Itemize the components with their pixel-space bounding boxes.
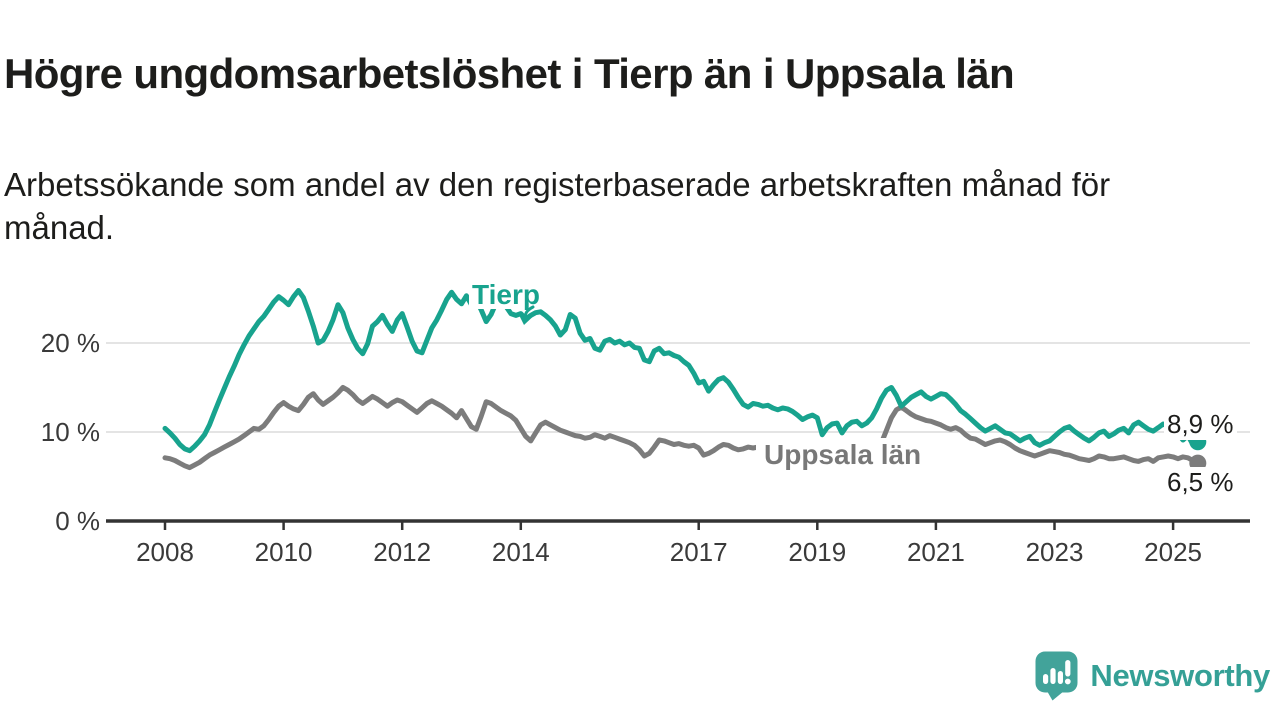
end-value-uppsala: 6,5 %: [1164, 467, 1237, 498]
svg-text:0 %: 0 %: [55, 506, 100, 536]
newsworthy-logo-icon: [1035, 651, 1078, 701]
svg-text:20 %: 20 %: [41, 328, 100, 358]
svg-text:2008: 2008: [136, 537, 194, 567]
series-label-tierp: Tierp: [469, 280, 543, 309]
svg-text:2017: 2017: [670, 537, 728, 567]
svg-text:10 %: 10 %: [41, 417, 100, 447]
page-title: Högre ungdomsarbetslöshet i Tierp än i U…: [4, 50, 1015, 98]
subtitle-line: Arbetssökande som andel av den registerb…: [4, 166, 1111, 203]
svg-text:2025: 2025: [1144, 537, 1202, 567]
svg-text:2019: 2019: [788, 537, 846, 567]
end-value-tierp: 8,9 %: [1164, 409, 1237, 440]
subtitle-line: månad.: [4, 209, 115, 246]
line-chart: 0 % 10 % 20 % 2008 2010 2012 2014 2017 2019 2021 2…: [41, 288, 1250, 567]
arrow-down-icon: [519, 305, 535, 325]
brand-wordmark: Newsworthy: [1090, 658, 1270, 693]
svg-text:2021: 2021: [907, 537, 965, 567]
series-label-uppsala: Uppsala län: [756, 438, 930, 472]
subtitle: Arbetssökande som andel av den registerb…: [4, 163, 1204, 249]
svg-text:2014: 2014: [492, 537, 550, 567]
svg-text:2012: 2012: [373, 537, 431, 567]
svg-text:2010: 2010: [255, 537, 313, 567]
footer-brand: Newsworthy: [1034, 648, 1270, 704]
svg-text:2023: 2023: [1026, 537, 1084, 567]
